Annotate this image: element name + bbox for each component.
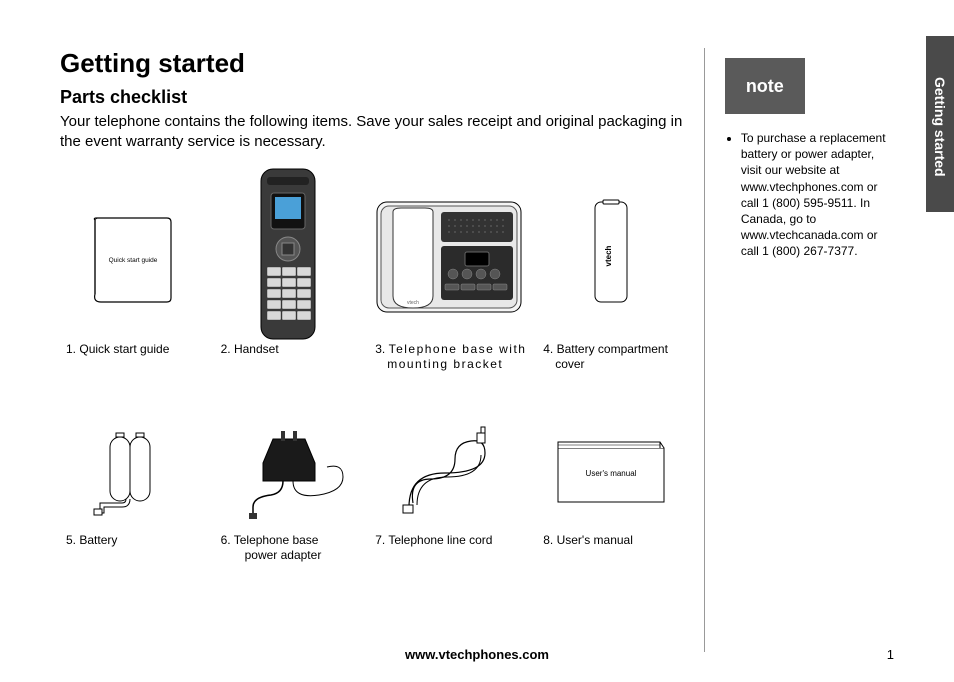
quick-start-guide-icon: Quick start guide — [60, 167, 207, 342]
power-adapter-icon — [215, 413, 362, 533]
caption: 6. Telephone basepower adapter — [215, 533, 362, 564]
part-battery-cover: vtech 4. Battery compartment cover — [537, 167, 684, 373]
caption: 1. Quick start guide — [60, 342, 207, 358]
handset-icon — [215, 167, 362, 342]
section-title: Parts checklist — [60, 87, 684, 108]
part-power-adapter: 6. Telephone basepower adapter — [215, 413, 362, 564]
footer-url: www.vtechphones.com — [0, 647, 954, 662]
note-item: To purchase a replacement battery or pow… — [741, 130, 894, 260]
note-badge: note — [725, 58, 805, 114]
svg-text:vtech: vtech — [604, 245, 613, 266]
svg-text:vtech: vtech — [407, 300, 419, 306]
caption: 5. Battery — [60, 533, 207, 549]
caption: 4. Battery compartment cover — [537, 342, 684, 373]
svg-text:User's manual: User's manual — [585, 469, 636, 478]
page-title: Getting started — [60, 48, 684, 79]
part-handset: 2. Handset — [215, 167, 362, 373]
page-number: 1 — [887, 647, 894, 662]
intro-text: Your telephone contains the following it… — [60, 112, 684, 153]
part-quick-start-guide: Quick start guide 1. Quick start guide — [60, 167, 207, 373]
part-telephone-base: vtech 3. Telephone base with mounting br… — [369, 167, 529, 373]
page: Getting started Parts checklist Your tel… — [0, 0, 954, 682]
line-cord-icon — [369, 413, 529, 533]
section-tab: Getting started — [926, 36, 954, 212]
users-manual-icon: User's manual — [537, 413, 684, 533]
part-users-manual: User's manual 8. User's manual — [537, 413, 684, 564]
caption: 3. Telephone base with mounting bracket — [369, 342, 529, 373]
main-content: Getting started Parts checklist Your tel… — [60, 48, 704, 652]
caption: 7. Telephone line cord — [369, 533, 529, 549]
parts-grid: Quick start guide 1. Quick start guide — [60, 167, 684, 564]
battery-cover-icon: vtech — [537, 167, 684, 342]
svg-text:Quick start guide: Quick start guide — [109, 257, 158, 264]
part-battery: 5. Battery — [60, 413, 207, 564]
part-line-cord: 7. Telephone line cord — [369, 413, 529, 564]
sidebar: note To purchase a replacement battery o… — [704, 48, 894, 652]
telephone-base-icon: vtech — [369, 167, 529, 342]
note-list: To purchase a replacement battery or pow… — [725, 130, 894, 260]
caption: 2. Handset — [215, 342, 362, 358]
caption: 8. User's manual — [537, 533, 684, 549]
battery-icon — [60, 413, 207, 533]
